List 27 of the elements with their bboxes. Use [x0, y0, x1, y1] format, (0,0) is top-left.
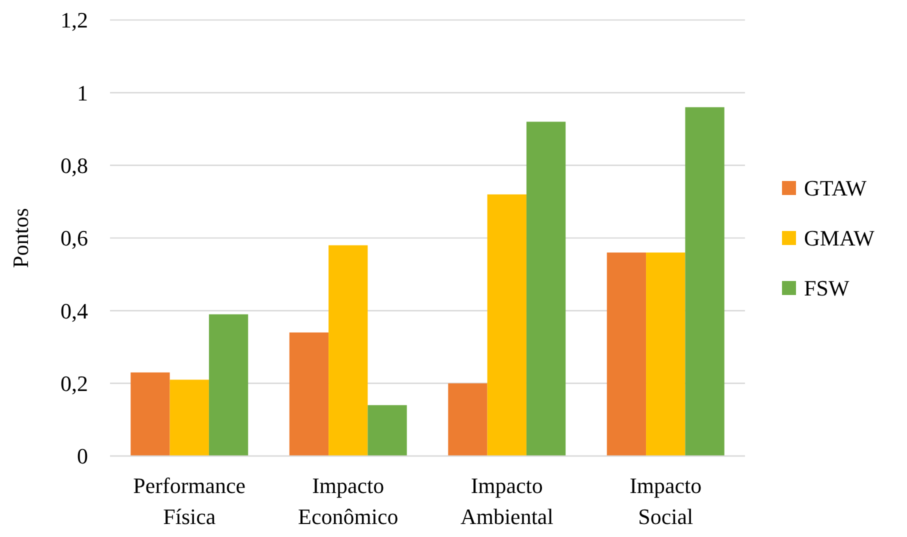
bar	[646, 252, 686, 456]
bar	[289, 332, 329, 456]
x-tick-label: Impacto Econômico	[298, 473, 398, 529]
x-tick-label: Impacto Ambiental	[460, 473, 554, 529]
y-tick-label: 0	[77, 444, 88, 469]
x-tick-label: Impacto Social	[630, 473, 702, 529]
bar	[208, 314, 248, 456]
bar	[606, 252, 646, 456]
bar	[328, 245, 368, 456]
legend-label: GMAW	[804, 226, 875, 251]
x-tick-label: Performance Física	[133, 473, 246, 529]
y-tick-label: 0,4	[60, 298, 88, 324]
bar	[487, 194, 526, 456]
bar	[170, 380, 209, 456]
y-tick-label: 0,6	[60, 226, 88, 251]
bar	[368, 405, 407, 456]
bar	[130, 372, 170, 456]
y-tick-label: 1	[77, 80, 88, 106]
bar	[685, 107, 724, 456]
bar	[526, 122, 566, 456]
y-tick-label: 1,2	[60, 8, 88, 33]
legend-label: FSW	[804, 276, 850, 301]
y-tick-label: 0,8	[60, 153, 88, 178]
bar	[448, 383, 488, 456]
y-tick-label: 0,2	[60, 371, 88, 396]
legend-label: GTAW	[804, 176, 867, 201]
y-axis-title: Pontos	[8, 208, 33, 268]
